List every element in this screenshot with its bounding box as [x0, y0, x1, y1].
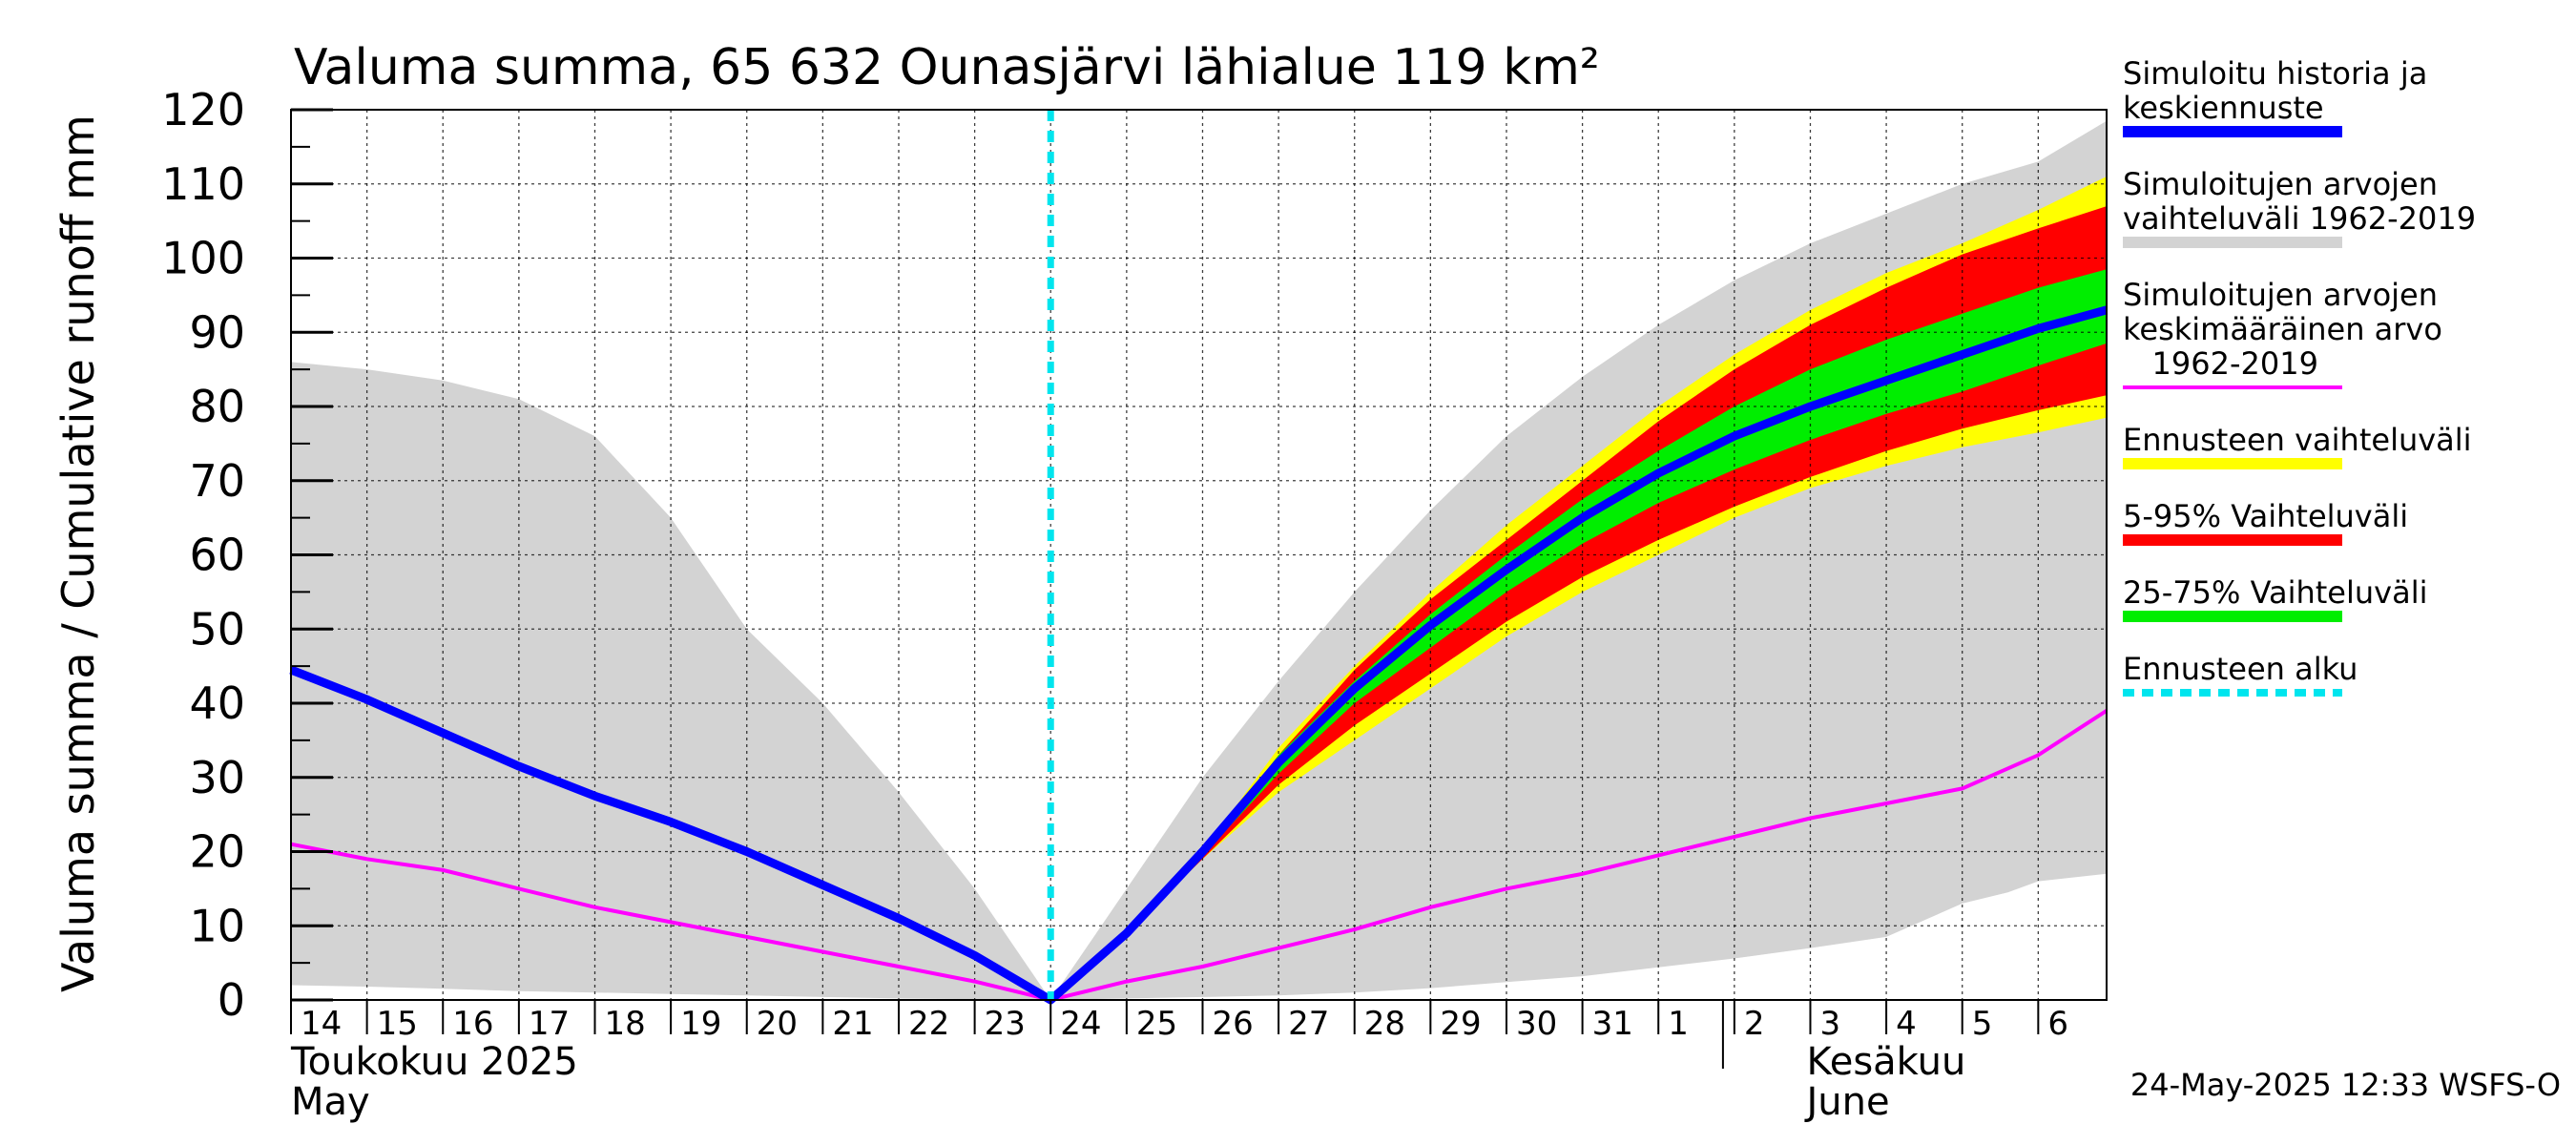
x-tick-label: 30	[1516, 1005, 1557, 1043]
x-tick-label: 3	[1819, 1005, 1840, 1043]
y-tick-labels: 0 10 20 30 40 50 60 70 80 90 100 110 120	[161, 84, 245, 1026]
x-tick-label: 25	[1136, 1005, 1177, 1043]
y-tick-label: 100	[161, 233, 245, 284]
x-tick-labels: 14 15 16 17 18 19 20 21 22 23 24 25 26 27 28 29 30 31 1 2 3 4…	[301, 1005, 2068, 1043]
mean-line	[290, 709, 2109, 1003]
chart-title: Valuma summa, 65 632 Ounasjärvi lähialue…	[294, 39, 1600, 96]
timestamp-label: 24-May-2025 12:33 WSFS-O	[2130, 1067, 2561, 1103]
x-tick-label: 19	[680, 1005, 721, 1043]
y-tick-label: 30	[189, 752, 245, 803]
y-tick-label: 120	[161, 84, 245, 135]
x-tick-label: 26	[1212, 1005, 1253, 1043]
y-tick-label: 70	[189, 455, 245, 507]
month-label: Kesäkuu	[1806, 1040, 1965, 1084]
y-tick-label: 0	[218, 974, 245, 1026]
legend-label: Ennusteen alku	[2123, 651, 2358, 687]
x-tick-label: 29	[1440, 1005, 1481, 1043]
y-tick-label: 10	[189, 900, 245, 951]
y-tick-label: 50	[189, 603, 245, 655]
month-label-en: June	[1803, 1080, 1889, 1124]
month-label: Toukokuu 2025	[290, 1040, 578, 1084]
y-tick-label: 40	[189, 677, 245, 729]
month-label-en: May	[291, 1080, 370, 1124]
legend-label: Simuloitu historia ja	[2123, 55, 2427, 92]
x-tick-label: 20	[757, 1005, 798, 1043]
axes	[290, 108, 2108, 1069]
x-tick-label: 2	[1744, 1005, 1765, 1043]
x-tick-label: 14	[301, 1005, 342, 1043]
legend-label: 1962-2019	[2123, 345, 2318, 382]
legend-label: 5-95% Vaihteluväli	[2123, 498, 2408, 534]
x-tick-label: 22	[908, 1005, 949, 1043]
legend-label: keskimääräinen arvo	[2123, 311, 2442, 347]
x-tick-label: 24	[1060, 1005, 1101, 1043]
legend-label: keskiennuste	[2123, 90, 2324, 126]
y-tick-label: 20	[189, 826, 245, 878]
x-tick-label: 27	[1288, 1005, 1329, 1043]
x-tick-label: 21	[832, 1005, 873, 1043]
y-axis-label: Valuma summa / Cumulative runoff mm	[52, 114, 104, 992]
historical-range-band	[291, 120, 2107, 1000]
x-tick-label: 4	[1896, 1005, 1917, 1043]
x-tick-label: 6	[2047, 1005, 2068, 1043]
y-tick-label: 60	[189, 530, 245, 581]
x-tick-label: 28	[1364, 1005, 1405, 1043]
series-lines	[289, 110, 2109, 1005]
legend-label: Simuloitujen arvojen	[2123, 277, 2438, 313]
x-tick-label: 16	[452, 1005, 493, 1043]
y-tick-label: 110	[161, 158, 245, 210]
legend-label: Ennusteen vaihteluväli	[2123, 422, 2472, 458]
legend-label: Simuloitujen arvojen	[2123, 166, 2438, 202]
simulated-line	[289, 305, 2109, 1005]
x-tick-label: 18	[604, 1005, 645, 1043]
y-tick-label: 90	[189, 306, 245, 358]
x-tick-label: 31	[1592, 1005, 1633, 1043]
x-tick-label: 1	[1668, 1005, 1689, 1043]
x-tick-label: 23	[985, 1005, 1026, 1043]
legend-label: 25-75% Vaihteluväli	[2123, 574, 2427, 611]
x-tick-label: 17	[529, 1005, 570, 1043]
x-tick-label: 5	[1972, 1005, 1993, 1043]
y-tick-label: 80	[189, 381, 245, 432]
legend-label: vaihteluväli 1962-2019	[2123, 200, 2476, 237]
x-tick-label: 15	[377, 1005, 418, 1043]
